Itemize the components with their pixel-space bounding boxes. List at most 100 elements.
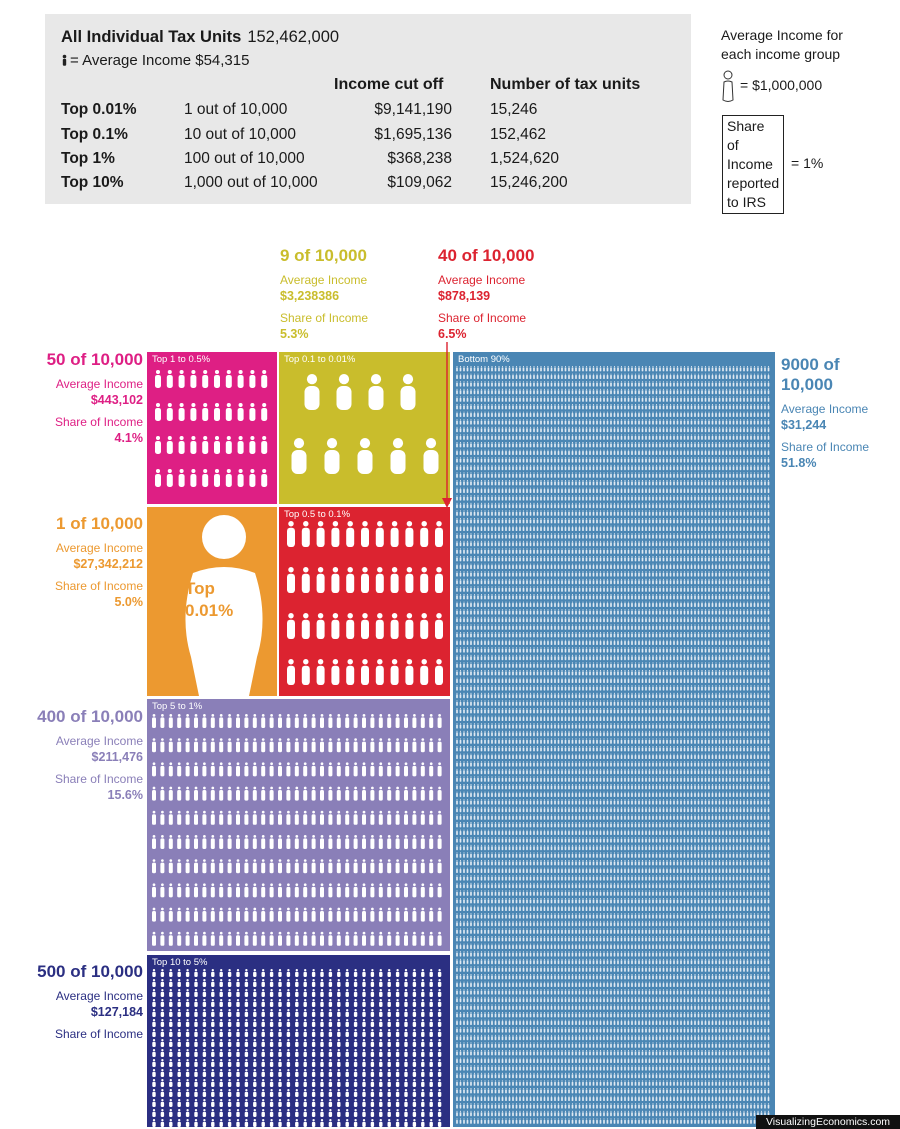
person-icon — [627, 419, 630, 425]
person-icon — [571, 442, 574, 448]
person-icon — [666, 677, 668, 683]
person-icon — [412, 1099, 417, 1107]
person-icon — [286, 1079, 291, 1087]
person-icon — [676, 639, 679, 645]
person-icon — [361, 659, 369, 685]
person-icon — [152, 1049, 156, 1057]
person-icon — [645, 464, 647, 471]
person-icon — [244, 989, 249, 997]
person-icon — [529, 540, 532, 547]
person-icon — [512, 556, 514, 562]
person-icon — [561, 632, 563, 638]
person-icon — [459, 533, 462, 539]
person-icon — [378, 859, 383, 874]
person-icon — [491, 442, 493, 448]
person-icon — [690, 426, 693, 433]
person-icon — [701, 480, 703, 486]
person-icon — [592, 366, 595, 372]
person-icon — [732, 556, 735, 562]
person-icon — [505, 609, 507, 615]
person-icon — [519, 495, 521, 501]
person-icon — [269, 1119, 274, 1127]
person-icon — [536, 510, 539, 516]
person-icon — [494, 647, 497, 653]
person-icon — [582, 677, 584, 683]
person-icon — [554, 404, 556, 410]
person-icon — [494, 518, 497, 524]
person-icon — [571, 594, 574, 600]
person-icon — [345, 1079, 349, 1087]
person-icon — [466, 419, 469, 425]
person-icon — [729, 571, 731, 577]
person-icon — [596, 366, 598, 372]
person-icon — [732, 442, 735, 448]
person-icon — [533, 571, 535, 577]
person-icon — [303, 1039, 307, 1047]
person-icon — [753, 442, 756, 448]
person-icon — [473, 464, 476, 471]
person-icon — [701, 632, 703, 638]
person-icon — [767, 502, 770, 509]
person-icon — [404, 786, 408, 801]
person-icon — [536, 464, 539, 471]
person-icon — [725, 442, 728, 448]
person-icon — [589, 586, 591, 592]
person-icon — [701, 396, 703, 402]
person-icon — [673, 434, 675, 440]
person-icon — [641, 533, 644, 539]
person-icon — [589, 685, 591, 691]
person-icon — [645, 502, 647, 509]
person-icon — [582, 426, 584, 433]
person-icon — [764, 586, 766, 592]
person-icon — [585, 533, 588, 539]
person-icon — [659, 571, 661, 577]
person-icon — [484, 677, 486, 683]
person-icon — [437, 999, 442, 1007]
person-icon — [673, 586, 675, 592]
person-icon — [362, 1009, 366, 1017]
person-icon — [694, 434, 696, 440]
person-icon — [687, 647, 689, 653]
person-icon — [732, 373, 735, 379]
person-icon — [617, 373, 619, 379]
person-icon — [547, 381, 549, 387]
person-icon — [645, 692, 647, 699]
person-icon — [764, 495, 766, 501]
person-icon — [547, 632, 549, 638]
person-icon — [519, 578, 521, 585]
person-icon — [459, 601, 462, 607]
person-icon — [673, 670, 675, 676]
person-icon — [645, 366, 647, 372]
person-icon — [648, 411, 651, 417]
person-icon — [185, 1009, 190, 1017]
person-icon — [624, 487, 626, 493]
person-icon — [680, 480, 682, 486]
person-icon — [466, 510, 469, 516]
person-icon — [634, 457, 637, 463]
person-icon — [287, 567, 295, 593]
person-icon — [519, 366, 521, 372]
person-icon — [659, 647, 661, 653]
person-icon — [711, 548, 714, 554]
person-icon — [750, 571, 752, 577]
person-icon — [610, 632, 612, 638]
person-icon — [673, 419, 675, 425]
person-icon — [715, 586, 717, 592]
person-icon — [582, 419, 584, 425]
person-icon — [704, 654, 707, 661]
person-icon — [160, 883, 165, 898]
person-icon — [624, 457, 626, 463]
person-icon — [697, 510, 700, 516]
person-icon — [666, 556, 668, 562]
person-icon — [715, 540, 717, 547]
person-icon — [575, 677, 577, 683]
person-icon — [687, 616, 689, 623]
person-icon — [515, 510, 518, 516]
person-icon — [767, 609, 770, 615]
person-icon — [491, 404, 493, 410]
person-icon — [412, 931, 417, 946]
person-icon — [585, 366, 588, 372]
person-icon — [412, 1029, 417, 1037]
person-icon — [620, 571, 623, 577]
person-icon — [659, 533, 661, 539]
